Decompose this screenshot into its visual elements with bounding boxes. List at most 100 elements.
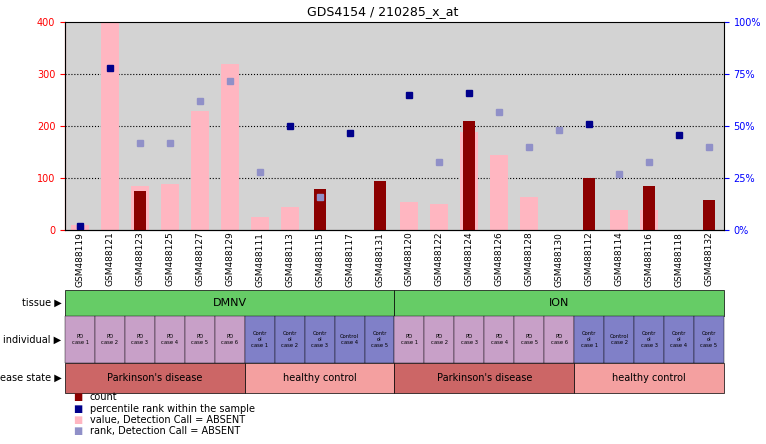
Bar (640, 210, 658, 230)
Text: GSM488125: GSM488125 (165, 232, 175, 286)
Bar (424, 316, 454, 363)
Text: ION: ION (549, 298, 569, 308)
Text: Contr
ol
case 5: Contr ol case 5 (371, 331, 388, 348)
Bar (643, 186, 655, 230)
Bar (460, 131, 478, 230)
Text: PD
case 4: PD case 4 (491, 334, 508, 345)
Bar (454, 316, 484, 363)
Bar (155, 316, 185, 363)
Text: GSM488112: GSM488112 (584, 232, 594, 286)
Text: PD
case 2: PD case 2 (430, 334, 448, 345)
Bar (394, 290, 724, 316)
Bar (634, 316, 664, 363)
Text: PD
case 6: PD case 6 (221, 334, 238, 345)
Text: GSM488114: GSM488114 (614, 232, 624, 286)
Bar (275, 316, 305, 363)
Text: PD
case 1: PD case 1 (401, 334, 418, 345)
Text: Contr
ol
case 1: Contr ol case 1 (581, 331, 597, 348)
Text: GSM488123: GSM488123 (136, 232, 145, 286)
Text: GSM488117: GSM488117 (345, 232, 354, 286)
Text: Control
case 4: Control case 4 (340, 334, 359, 345)
Bar (694, 316, 724, 363)
Bar (95, 316, 125, 363)
Text: GSM488131: GSM488131 (375, 232, 384, 286)
Bar (335, 316, 365, 363)
Bar (394, 316, 424, 363)
Text: GSM488128: GSM488128 (525, 232, 534, 286)
Text: ■: ■ (73, 415, 82, 425)
Text: Parkinson's disease: Parkinson's disease (107, 373, 203, 383)
Bar (544, 316, 574, 363)
Bar (134, 191, 146, 230)
Bar (574, 316, 604, 363)
Bar (280, 207, 299, 230)
Text: GSM488111: GSM488111 (255, 232, 264, 286)
Bar (65, 363, 245, 393)
Bar (65, 316, 95, 363)
Bar (604, 316, 634, 363)
Text: ■: ■ (73, 392, 82, 402)
Bar (221, 64, 239, 230)
Bar (305, 316, 335, 363)
Text: disease state ▶: disease state ▶ (0, 373, 61, 383)
Text: PD
case 6: PD case 6 (551, 334, 568, 345)
Text: ■: ■ (73, 404, 82, 414)
Bar (401, 202, 418, 230)
Bar (374, 181, 385, 230)
Text: Contr
ol
case 3: Contr ol case 3 (640, 331, 657, 348)
Bar (245, 316, 275, 363)
Text: GSM488127: GSM488127 (195, 232, 205, 286)
Bar (490, 155, 509, 230)
Text: GSM488120: GSM488120 (405, 232, 414, 286)
Bar (514, 316, 544, 363)
Text: ■: ■ (73, 426, 82, 436)
Text: healthy control: healthy control (612, 373, 686, 383)
Text: DMNV: DMNV (213, 298, 247, 308)
Bar (484, 316, 514, 363)
Text: Contr
ol
case 3: Contr ol case 3 (311, 331, 328, 348)
Bar (583, 178, 595, 230)
Text: GSM488122: GSM488122 (435, 232, 444, 286)
Bar (125, 316, 155, 363)
Text: GSM488132: GSM488132 (705, 232, 713, 286)
Bar (191, 111, 209, 230)
Text: GSM488124: GSM488124 (465, 232, 474, 286)
Text: value, Detection Call = ABSENT: value, Detection Call = ABSENT (90, 415, 245, 425)
Text: GSM488115: GSM488115 (315, 232, 324, 286)
Bar (365, 316, 394, 363)
Bar (131, 186, 149, 230)
Text: PD
case 1: PD case 1 (71, 334, 89, 345)
Text: GSM488129: GSM488129 (225, 232, 234, 286)
Bar (101, 22, 119, 230)
Text: Contr
ol
case 2: Contr ol case 2 (281, 331, 298, 348)
Text: Control
case 2: Control case 2 (610, 334, 629, 345)
Text: GSM488116: GSM488116 (644, 232, 653, 286)
Bar (214, 316, 245, 363)
Text: individual ▶: individual ▶ (3, 334, 61, 345)
Text: PD
case 5: PD case 5 (192, 334, 208, 345)
Text: PD
case 3: PD case 3 (461, 334, 478, 345)
Bar (245, 363, 394, 393)
Bar (71, 225, 89, 230)
Bar (65, 290, 394, 316)
Text: Contr
ol
case 5: Contr ol case 5 (700, 331, 718, 348)
Bar (463, 121, 476, 230)
Text: PD
case 2: PD case 2 (101, 334, 119, 345)
Bar (430, 204, 448, 230)
Text: GDS4154 / 210285_x_at: GDS4154 / 210285_x_at (307, 5, 459, 18)
Text: Parkinson's disease: Parkinson's disease (437, 373, 532, 383)
Text: GSM488121: GSM488121 (106, 232, 115, 286)
Bar (394, 363, 574, 393)
Text: PD
case 5: PD case 5 (521, 334, 538, 345)
Text: healthy control: healthy control (283, 373, 356, 383)
Text: tissue ▶: tissue ▶ (21, 298, 61, 308)
Bar (250, 218, 269, 230)
Text: Contr
ol
case 4: Contr ol case 4 (670, 331, 688, 348)
Bar (185, 316, 214, 363)
Text: PD
case 4: PD case 4 (162, 334, 178, 345)
Bar (703, 200, 715, 230)
Bar (520, 197, 538, 230)
Text: GSM488113: GSM488113 (285, 232, 294, 286)
Text: Contr
ol
case 1: Contr ol case 1 (251, 331, 268, 348)
Bar (574, 363, 724, 393)
